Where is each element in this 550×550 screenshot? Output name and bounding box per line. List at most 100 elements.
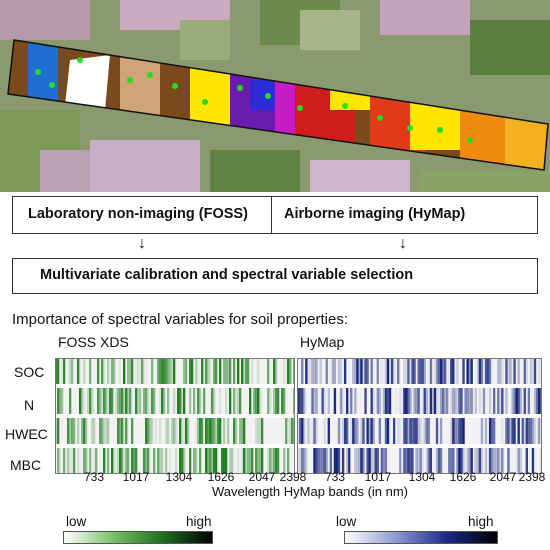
heatmap-cell — [165, 448, 168, 474]
heatmap-cell — [237, 358, 240, 384]
heatmap-cell — [343, 358, 347, 384]
heatmap-cell — [460, 388, 463, 414]
heatmap-cell — [539, 388, 542, 414]
heatmap-cell — [299, 418, 302, 444]
heatmap-cell — [346, 418, 349, 444]
heatmap-cell — [403, 388, 406, 414]
heatmap-cell — [165, 418, 168, 444]
heatmap-cell — [205, 448, 208, 474]
heatmap-cell — [488, 418, 492, 444]
heatmap-cell — [372, 448, 375, 474]
heatmap-cell — [431, 358, 435, 384]
heatmap-cell — [531, 418, 535, 444]
row-label-n: N — [24, 397, 35, 413]
heatmap-cell — [197, 358, 200, 384]
heatmap-cell — [478, 388, 482, 414]
heatmap-cell — [287, 448, 290, 474]
heatmap-cell — [480, 418, 484, 444]
heatmap-border — [297, 358, 542, 474]
heatmap-border — [55, 358, 295, 474]
heatmap-cell — [125, 358, 127, 384]
heatmap-cell — [327, 388, 330, 414]
heatmap-cell — [437, 358, 441, 384]
blue-color-scale — [344, 531, 498, 544]
heatmap-cell — [159, 388, 162, 414]
heatmap-cell — [311, 358, 314, 384]
heatmap-cell — [77, 358, 80, 384]
heatmap-cell — [275, 358, 278, 384]
heatmap-cell — [313, 358, 316, 384]
heatmap-cell — [103, 388, 106, 414]
heatmap-cell — [315, 448, 318, 474]
heatmap-cell — [450, 418, 453, 444]
heatmap-cell — [484, 358, 488, 384]
heatmap-cell — [57, 418, 60, 444]
heatmap-cell — [413, 418, 416, 444]
heatmap-cell — [507, 418, 510, 444]
heatmap-cell — [55, 358, 58, 384]
heatmap-cell — [137, 388, 140, 414]
heatmap-cell — [147, 448, 150, 474]
heatmap-cell — [527, 418, 531, 444]
heatmap-cell — [458, 418, 461, 444]
heatmap-cell — [281, 418, 283, 444]
heatmap-cell — [105, 388, 108, 414]
heatmap-cell — [261, 418, 264, 444]
heatmap-cell — [239, 388, 242, 414]
heatmap-cell — [129, 388, 132, 414]
heatmap-cell — [67, 418, 70, 444]
heatmap-cell — [215, 418, 218, 444]
heatmap-cell — [346, 388, 349, 414]
heatmap-cell — [525, 358, 529, 384]
sample-points — [35, 57, 473, 143]
heatmap-cell — [167, 388, 170, 414]
heatmap-cell — [159, 448, 162, 474]
heatmap-cell — [83, 358, 86, 384]
heatmap-cell — [63, 448, 66, 474]
heatmap-cell — [380, 358, 384, 384]
heatmap-cell — [448, 448, 451, 474]
heatmap-cell — [466, 388, 469, 414]
heatmap-cell — [356, 418, 359, 444]
heatmap-cell — [470, 388, 473, 414]
heatmap-cell — [360, 358, 363, 384]
heatmap-cell — [466, 448, 469, 474]
heatmap-cell — [245, 448, 248, 474]
heatmap-cell — [131, 448, 134, 474]
heatmap-cell — [513, 358, 516, 384]
heatmap-cell — [267, 388, 270, 414]
heatmap-cell — [181, 448, 184, 474]
heatmap-cell — [203, 388, 206, 414]
heatmap-cell — [317, 448, 320, 474]
heatmap-cell — [235, 388, 238, 414]
heatmap-cell — [523, 418, 526, 444]
heatmap-cell — [417, 448, 420, 474]
heatmap-cell — [283, 358, 286, 384]
heatmap-cell — [348, 448, 351, 474]
heatmap-cell — [135, 388, 138, 414]
heatmap-cell — [354, 448, 357, 474]
heatmap-cell — [151, 358, 154, 384]
heatmap-cell — [533, 388, 537, 414]
heatmap-cell — [153, 448, 156, 474]
heatmap-cell — [307, 358, 310, 384]
heatmap-cell — [107, 358, 110, 384]
heatmap-cell — [159, 418, 162, 444]
heatmap-cell — [129, 358, 132, 384]
heatmap-cell — [291, 418, 294, 444]
heatmap-cell — [81, 388, 84, 414]
heatmap-cell — [499, 448, 502, 474]
heatmap-cell — [135, 358, 138, 384]
heatmap-cell — [399, 418, 402, 444]
heatmap-cell — [215, 448, 218, 474]
heatmap-cell — [183, 358, 186, 384]
heatmap-cell — [99, 388, 102, 414]
heatmap-cell — [289, 358, 292, 384]
heatmap-cell — [133, 448, 136, 474]
heatmap-cell — [285, 388, 287, 414]
heatmap-cell — [285, 418, 288, 444]
heatmap-cell — [275, 448, 278, 474]
heatmap-cell — [384, 418, 388, 444]
heatmap-cell — [229, 448, 232, 474]
heatmap-cell — [183, 418, 186, 444]
